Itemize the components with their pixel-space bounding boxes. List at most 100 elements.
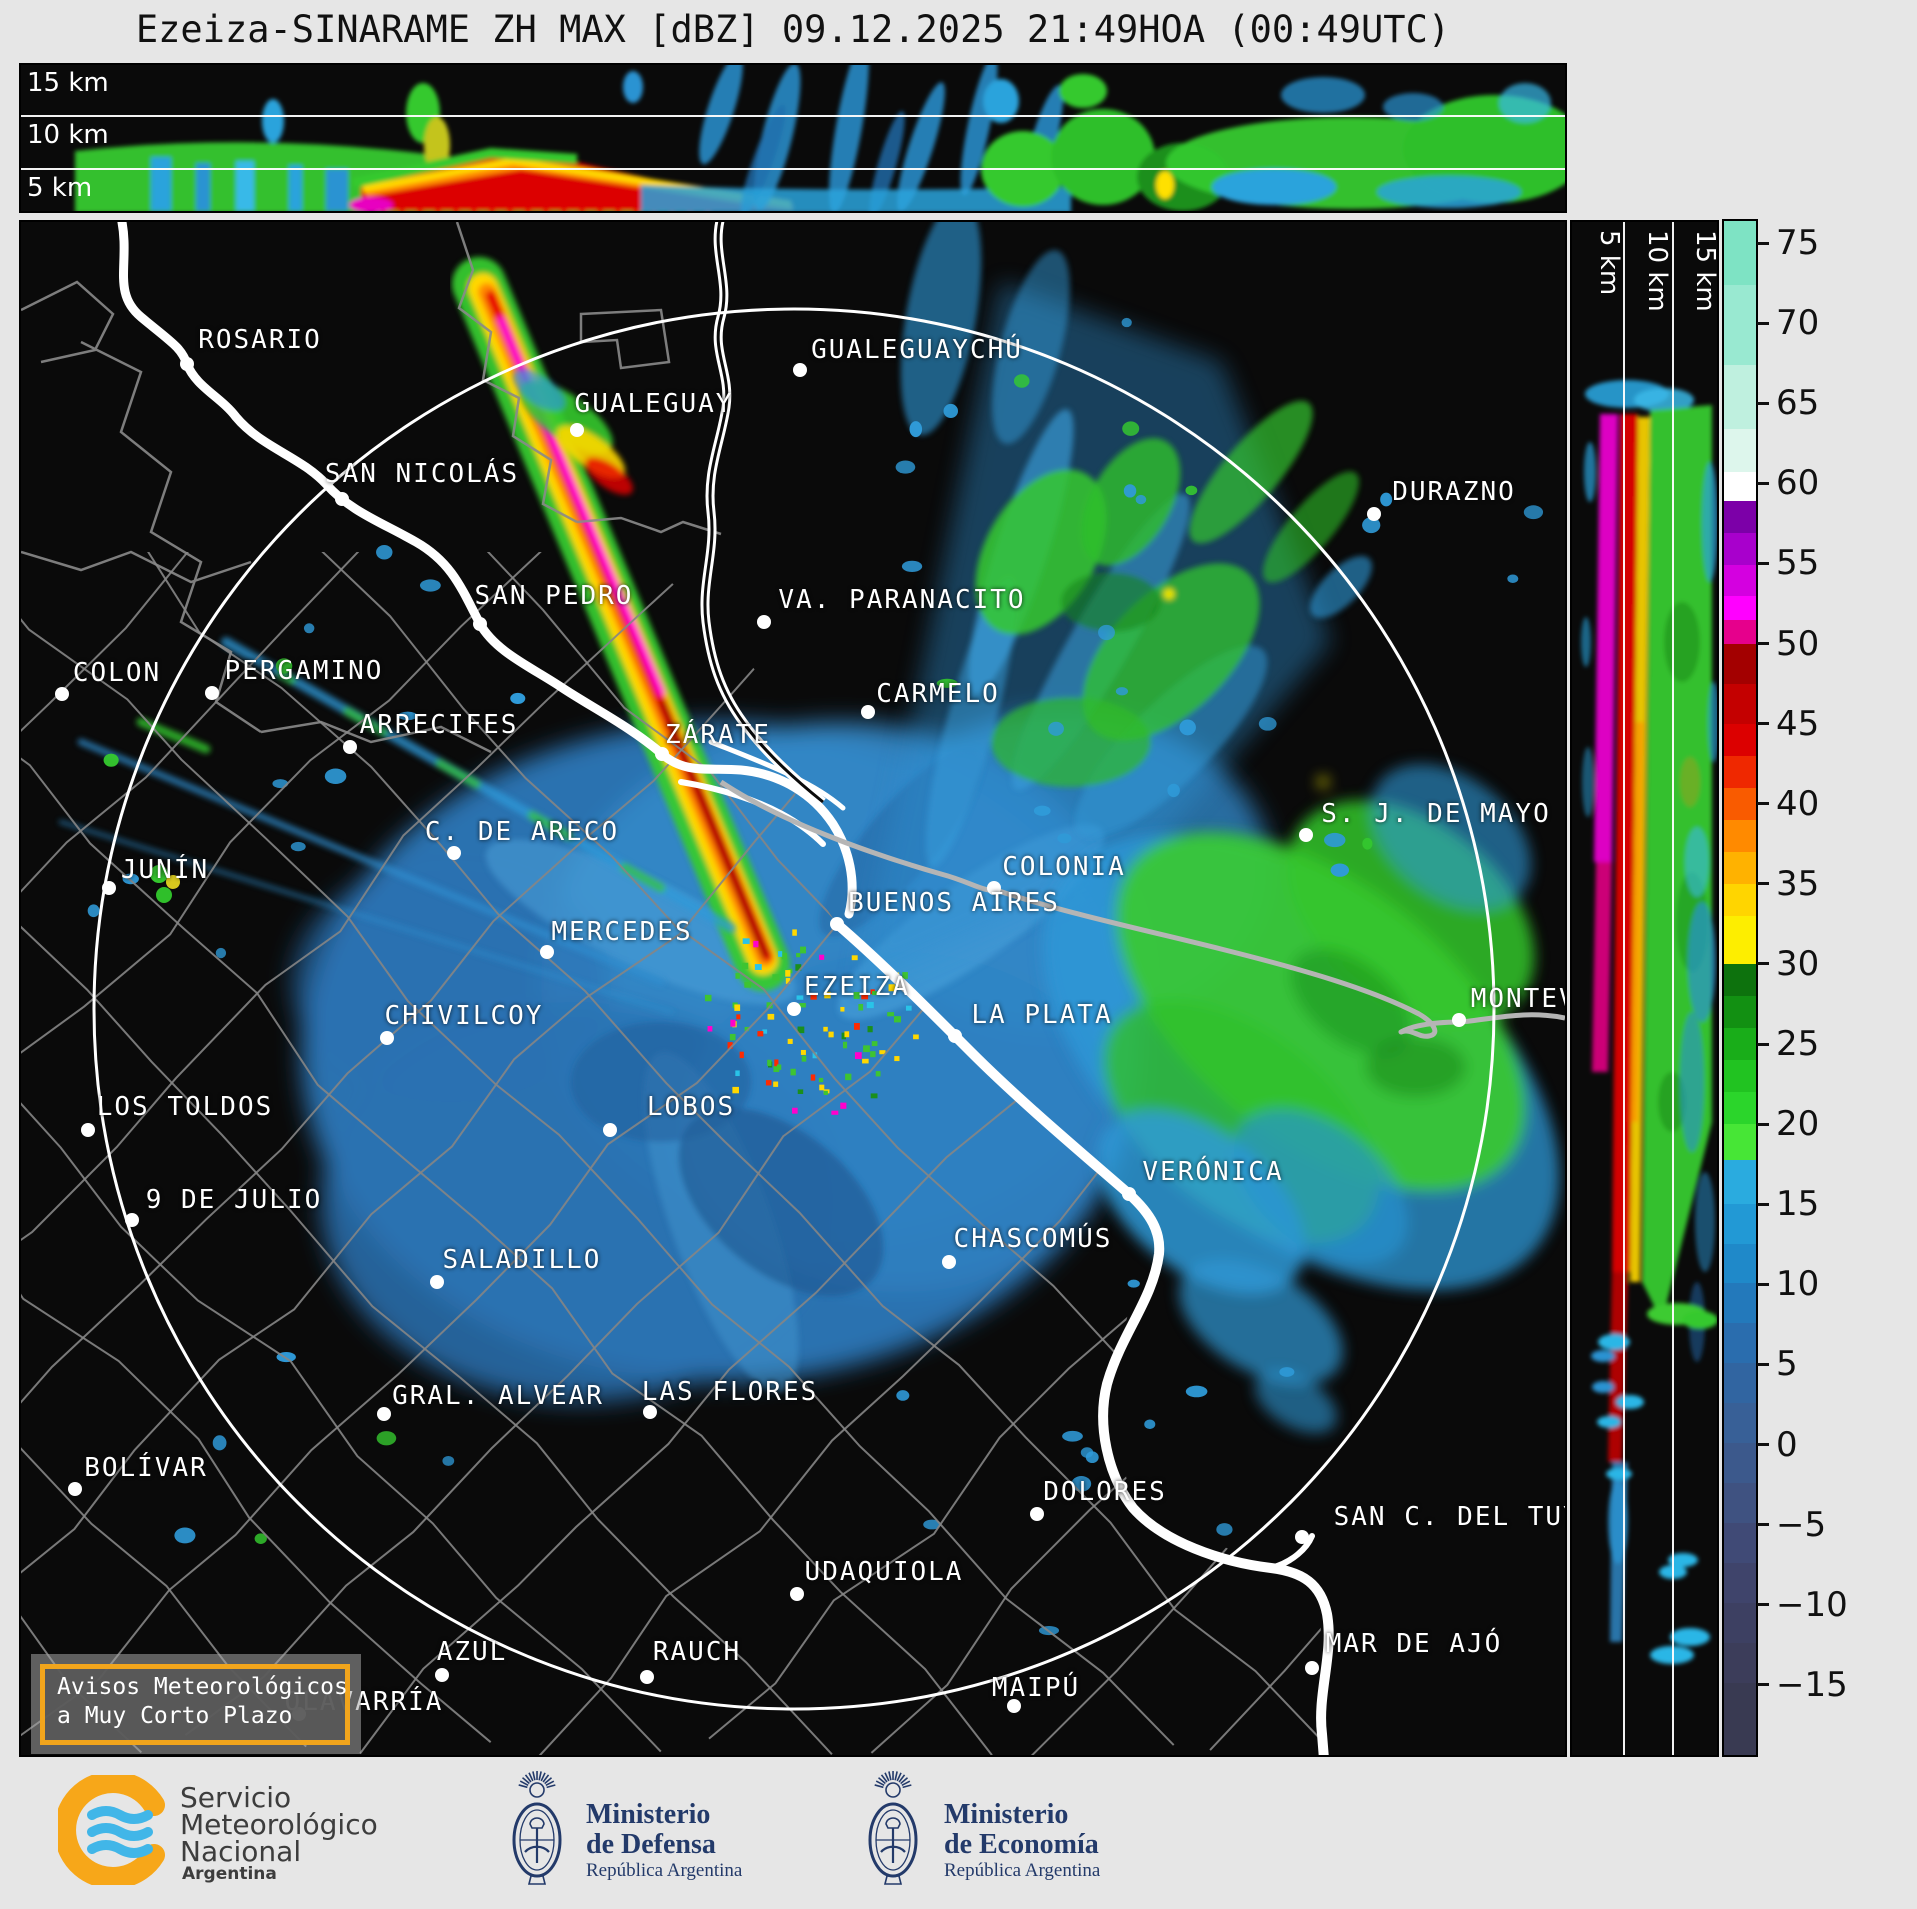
city-dot xyxy=(987,881,1001,895)
city-label: DOLORES xyxy=(1043,1477,1167,1507)
city-dot xyxy=(430,1275,444,1289)
argentina-coat-of-arms-icon xyxy=(512,1770,562,1885)
city-label: S. J. DE MAYO xyxy=(1321,799,1551,829)
colorbar-tick-mark xyxy=(1757,1683,1769,1687)
colorbar-segment xyxy=(1724,1523,1756,1564)
alert-line-2: a Muy Corto Plazo xyxy=(57,1703,293,1729)
colorbar-segment xyxy=(1724,532,1756,565)
city-label: VA. PARANACITO xyxy=(778,585,1026,615)
top-panel-5km-label: 5 km xyxy=(27,173,93,203)
colorbar-segment xyxy=(1724,644,1756,685)
city-label: EZEIZA xyxy=(804,972,910,1002)
colorbar-tick-mark xyxy=(1757,882,1769,886)
colorbar-segment xyxy=(1724,915,1756,964)
city-label: SALADILLO xyxy=(442,1245,602,1275)
top-cross-section-panel: 15 km 10 km 5 km xyxy=(19,63,1567,213)
radar-echo-nw-spike xyxy=(58,637,736,1015)
city-label: 9 DE JULIO xyxy=(145,1185,323,1215)
colorbar-segment xyxy=(1724,1243,1756,1284)
smn-line-3: Nacional xyxy=(180,1835,302,1868)
side-panel-10km-label: 10 km xyxy=(1642,230,1672,312)
top-panel-15km-label: 15 km xyxy=(27,68,109,98)
radar-echo-junin-cluster xyxy=(150,865,180,903)
city-dot xyxy=(570,423,584,437)
colorbar-tick-mark xyxy=(1757,401,1769,405)
uruguay-coast xyxy=(719,779,1565,1039)
city-label: MAR DE AJÓ xyxy=(1325,1629,1503,1659)
side-cross-section-panel: 5 km 10 km 15 km xyxy=(1570,220,1719,1757)
colorbar-segment xyxy=(1724,1059,1756,1092)
city-label: DURAZNO xyxy=(1392,477,1516,507)
colorbar-tick-label: 25 xyxy=(1776,1024,1820,1065)
colorbar-segment xyxy=(1724,620,1756,645)
city-label: JUNÍN xyxy=(120,855,210,885)
defensa-line-3: República Argentina xyxy=(586,1860,743,1881)
colorbar-segment xyxy=(1724,1403,1756,1444)
colorbar-segment xyxy=(1724,684,1756,725)
colorbar-tick-mark xyxy=(1757,1282,1769,1286)
colorbar-tick-mark xyxy=(1757,722,1769,726)
colorbar-tick-mark xyxy=(1757,1202,1769,1206)
colorbar-tick-label: 75 xyxy=(1776,223,1820,264)
radar-echo-speckles xyxy=(87,317,1544,1636)
colorbar-tick-mark xyxy=(1757,1523,1769,1527)
colorbar-tick-label: 70 xyxy=(1776,303,1820,344)
colorbar-tick-mark xyxy=(1757,802,1769,806)
defensa-line-1: Ministerio xyxy=(586,1799,711,1830)
city-label: CARMELO xyxy=(876,679,1000,709)
colorbar-segment xyxy=(1724,596,1756,621)
colorbar-tick-label: 15 xyxy=(1776,1184,1820,1225)
alert-line-1: Avisos Meteorológicos xyxy=(57,1674,348,1700)
city-dot xyxy=(125,1213,139,1227)
city-label: ROSARIO xyxy=(198,325,322,355)
colorbar-segment xyxy=(1724,364,1756,429)
colorbar-tick-label: −10 xyxy=(1776,1584,1848,1625)
city-dot xyxy=(1122,1187,1136,1201)
city-dot xyxy=(81,1123,95,1137)
city-label: LAS FLORES xyxy=(641,1377,819,1407)
colorbar-segment xyxy=(1724,428,1756,472)
city-dot xyxy=(102,881,116,895)
city-dot xyxy=(830,917,844,931)
city-dot xyxy=(1007,1699,1021,1713)
radar-echo-center-clutter xyxy=(704,929,919,1115)
city-dot xyxy=(655,747,669,761)
radar-echo-se-blob xyxy=(1042,764,1560,1434)
dbz-colorbar xyxy=(1722,219,1758,1757)
city-dot xyxy=(377,1407,391,1421)
colorbar-segment xyxy=(1724,221,1756,285)
city-dot xyxy=(1030,1507,1044,1521)
city-label: SAN NICOLÁS xyxy=(324,459,520,489)
north-boundaries xyxy=(21,222,722,754)
colorbar-tick-mark xyxy=(1757,481,1769,485)
colorbar-tick-mark xyxy=(1757,642,1769,646)
city-label: SAN PEDRO xyxy=(474,581,634,611)
colorbar-tick-label: 45 xyxy=(1776,703,1820,744)
smn-wordmark: Servicio Meteorológico Nacional xyxy=(180,1784,378,1868)
city-label: ZÁRATE xyxy=(665,720,771,750)
colorbar-tick-mark xyxy=(1757,1042,1769,1046)
city-dot xyxy=(643,1405,657,1419)
colorbar-segment xyxy=(1724,756,1756,789)
economia-line-2: de Economía xyxy=(944,1829,1099,1860)
city-dot xyxy=(790,1587,804,1601)
city-dot xyxy=(205,686,219,700)
colorbar-tick-mark xyxy=(1757,1443,1769,1447)
city-dot xyxy=(180,357,194,371)
colorbar-tick-mark xyxy=(1757,962,1769,966)
top-cross-section-echoes xyxy=(75,65,1565,211)
colorbar-tick-label: 20 xyxy=(1776,1104,1820,1145)
top-panel-10km-label: 10 km xyxy=(27,120,109,150)
colorbar-tick-mark xyxy=(1757,241,1769,245)
city-label: BUENOS AIRES xyxy=(848,888,1060,918)
colorbar-tick-label: 35 xyxy=(1776,863,1820,904)
city-label: GUALEGUAYCHÚ xyxy=(811,335,1023,365)
colorbar-tick-label: 40 xyxy=(1776,783,1820,824)
colorbar-tick-label: 65 xyxy=(1776,383,1820,424)
smn-argentina: Argentina xyxy=(182,1864,277,1884)
city-dot xyxy=(861,705,875,719)
colorbar-tick-mark xyxy=(1757,321,1769,325)
defensa-line-2: de Defensa xyxy=(586,1829,716,1860)
colorbar-segment xyxy=(1724,884,1756,916)
ministerio-defensa-block: Ministerio de Defensa República Argentin… xyxy=(586,1800,742,1882)
